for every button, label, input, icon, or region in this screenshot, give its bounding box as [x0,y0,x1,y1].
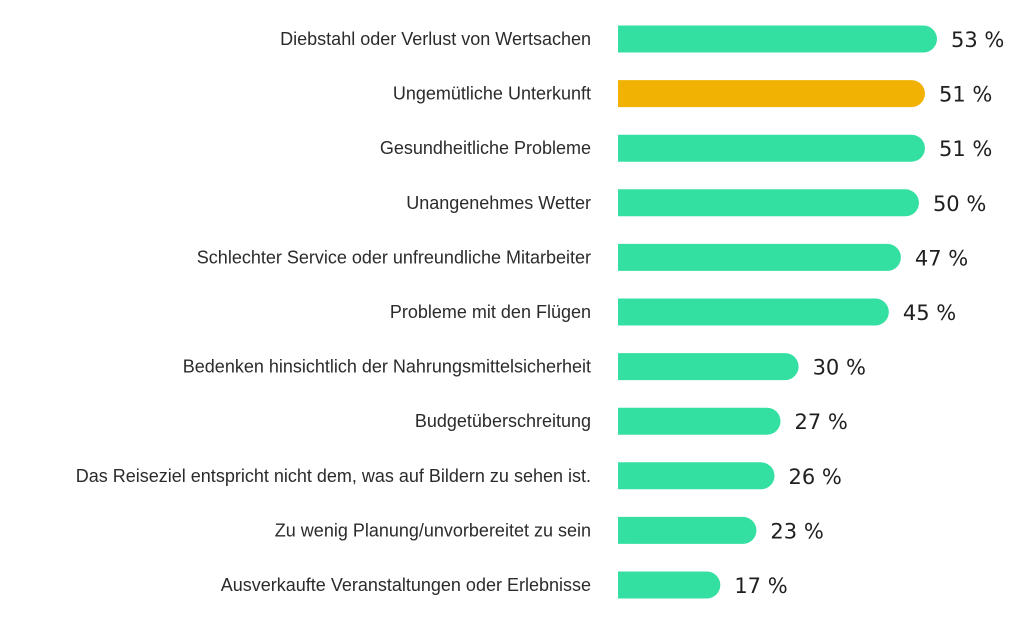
category-label: Gesundheitliche Probleme [380,138,591,158]
category-label: Zu wenig Planung/unvorbereitet zu sein [275,520,591,540]
category-label: Das Reiseziel entspricht nicht dem, was … [76,466,591,486]
bar [618,25,937,53]
category-label: Unangenehmes Wetter [406,193,591,213]
category-label: Diebstahl oder Verlust von Wertsachen [280,29,591,49]
bar [618,571,721,599]
value-label: 23 % [770,519,823,543]
category-label: Ungemütliche Unterkunft [393,84,591,104]
category-label: Bedenken hinsichtlich der Nahrungsmittel… [183,357,591,377]
value-label: 30 % [813,356,866,380]
value-label: 50 % [933,192,986,216]
value-label: 45 % [903,301,956,325]
value-label: 27 % [795,410,848,434]
value-label: 17 % [734,574,787,598]
value-label: 51 % [939,137,992,161]
value-label: 51 % [939,83,992,107]
category-label: Ausverkaufte Veranstaltungen oder Erlebn… [221,575,591,595]
value-label: 53 % [951,28,1004,52]
bar [618,407,781,435]
bar [618,243,901,271]
category-label: Probleme mit den Flügen [390,302,591,322]
bars [618,25,937,599]
value-label: 47 % [915,246,968,270]
bar [618,80,925,108]
bar [618,516,757,544]
bar [618,298,889,326]
category-labels: Diebstahl oder Verlust von Wertsachen Ung… [76,29,591,595]
value-label: 26 % [788,465,841,489]
bar [618,189,919,217]
bar [618,353,799,381]
value-labels: 53 % 51 % 51 % 50 % 47 % 45 % 30 % 27 % 26 % 23 %… [734,28,1004,598]
bar [618,134,925,162]
bar [618,462,775,490]
category-label: Budgetüberschreitung [415,411,591,431]
category-label: Schlechter Service oder unfreundliche Mi… [197,247,591,267]
